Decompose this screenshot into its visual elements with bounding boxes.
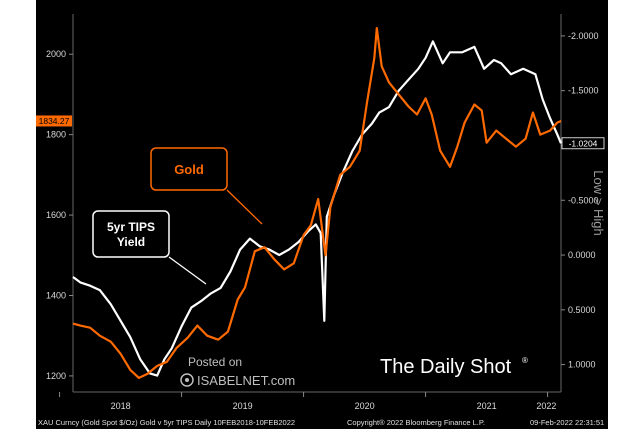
right-tick-label: -0.5000 [568,195,599,205]
right-tick-label: -2.0000 [568,31,599,41]
daily-shot-watermark: The Daily Shot ® [380,356,528,378]
left-tick-label: 1200 [46,371,66,381]
right-axis-label: Low > High [591,170,606,235]
right-tick-label: -1.5000 [568,86,599,96]
tips-annotation-line: 5yr TIPS [107,220,155,234]
left-tick-label: 1800 [46,130,66,140]
footer-right: 09-Feb-2022 22:31:51 [530,418,604,427]
left-tick-label: 2000 [46,49,66,59]
gold-last-value-tag: 1834.27 [36,115,72,127]
isabelnet-watermark: Posted on ISABELNET.com [180,355,295,388]
right-tick-label: 1.0000 [568,360,596,370]
left-tick-label: 1600 [46,210,66,220]
svg-text:The Daily Shot: The Daily Shot [380,356,512,378]
left-axis-ticks: 1200 1400 1600 1800 2000 [46,49,73,381]
svg-text:Gold: Gold [174,162,204,177]
gold-annotation: Gold [150,147,263,225]
footer-background [36,416,608,429]
x-tick-label: 2018 [111,401,131,411]
x-tick-label: 2019 [233,401,253,411]
svg-text:Posted on: Posted on [188,355,242,369]
footer-left: XAU Curncy (Gold Spot $/Oz) Gold v 5yr T… [38,418,295,427]
left-tick-label: 1400 [46,290,66,300]
x-axis-ticks: 2018 2019 2020 2021 2022 [59,392,556,411]
x-tick-label: 2020 [355,401,375,411]
right-tick-label: 0.0000 [568,250,596,260]
x-tick-label: 2022 [536,401,556,411]
tips-annotation: 5yr TIPS Yield [92,210,207,285]
plot-background [36,0,608,416]
series-line-gold [72,27,562,379]
right-tick-label: 0.5000 [568,305,596,315]
svg-text:®: ® [522,356,528,365]
svg-text:-1.0204: -1.0204 [569,138,598,148]
tips-annotation-line: Yield [117,235,145,249]
footer-center: Copyright® 2022 Bloomberg Finance L.P. [347,418,485,427]
svg-text:1834.27: 1834.27 [39,116,70,126]
series-line-tips [72,40,563,377]
tips-last-value-tag: -1.0204 [561,137,605,150]
x-tick-label: 2021 [477,401,497,411]
svg-text:ISABELNET.com: ISABELNET.com [197,373,295,388]
